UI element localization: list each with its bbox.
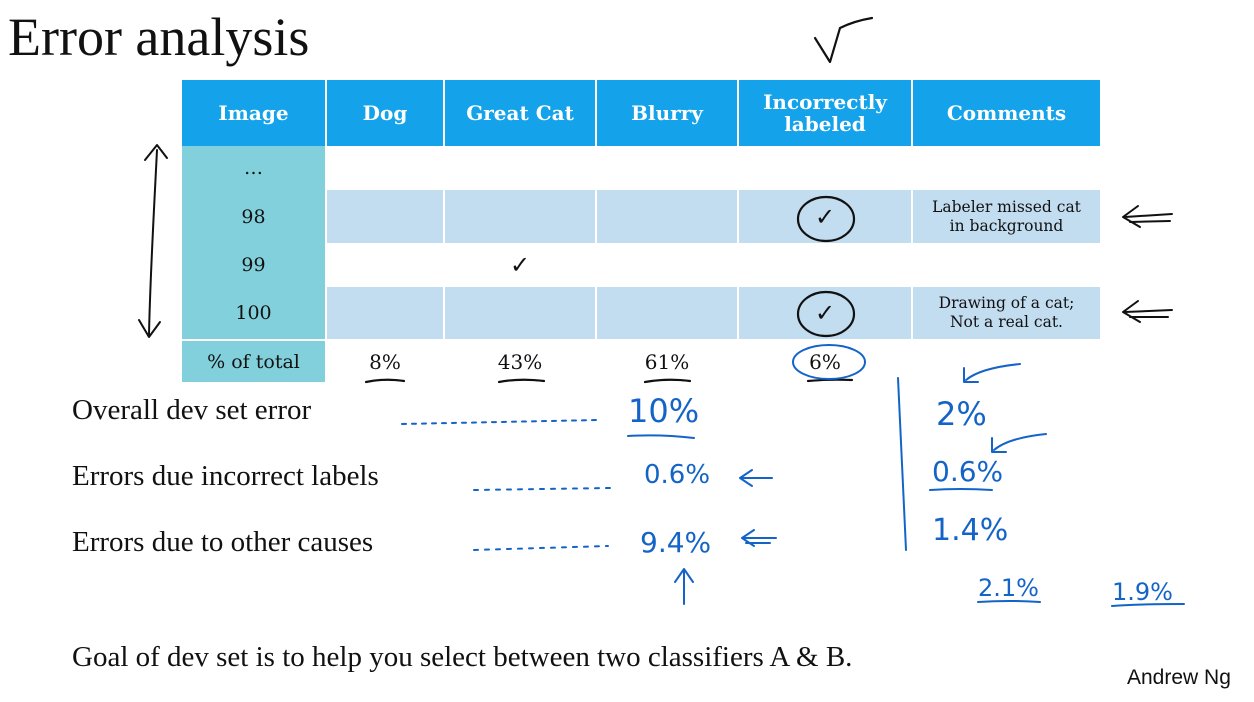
total-incorrect: 6%: [738, 339, 913, 382]
goal-statement: Goal of dev set is to help you select be…: [72, 641, 853, 673]
hw-overall-left: 10%: [628, 392, 700, 430]
hw-other-left: 9.4%: [640, 526, 712, 559]
error-analysis-table: Image Dog Great Cat Blurry Incorrectly l…: [182, 80, 1100, 382]
cell-blurry: [596, 243, 739, 287]
underline-mark: [643, 378, 692, 384]
underline-mark: [627, 434, 695, 439]
comment-line: Not a real cat.: [949, 313, 1063, 331]
table-row: 100 ✓ Drawing of a cat; Not a real cat.: [182, 287, 1100, 340]
overall-error-label: Overall dev set error: [72, 394, 312, 426]
arrow-left-icon: [1122, 300, 1173, 323]
arrow-head-up-icon: [144, 144, 168, 161]
hw-incorrect-right: 0.6%: [932, 455, 1004, 488]
arrow-down-left-icon: [991, 433, 1047, 453]
cell-comment: Drawing of a cat; Not a real cat.: [912, 287, 1100, 340]
total-blurry: 61%: [596, 339, 739, 382]
circle-around-percent-icon: [792, 344, 866, 380]
header-blurry: Blurry: [596, 80, 739, 146]
totals-row: % of total 8% 43% 61% 6%: [182, 339, 1100, 382]
arrow-left-icon: [1122, 205, 1173, 228]
cell-image: …: [182, 146, 327, 190]
header-great-cat: Great Cat: [444, 80, 597, 146]
underline-mark: [929, 488, 993, 491]
cell-image: 98: [182, 190, 327, 243]
check-icon: ✓: [814, 299, 836, 327]
cell-image: 99: [182, 243, 327, 287]
table-row: …: [182, 146, 1100, 190]
checkmark-scribble-icon: [813, 16, 874, 64]
underline-mark: [1111, 603, 1185, 607]
other-causes-label: Errors due to other causes: [72, 526, 374, 558]
hw-overall-right: 2%: [936, 395, 987, 433]
cell-great-cat: [444, 287, 597, 340]
hw-extra-a: 2.1%: [978, 574, 1039, 602]
total-dog: 8%: [326, 339, 445, 382]
cell-great-cat: ✓: [444, 243, 597, 287]
hw-extra-b: 1.9%: [1112, 578, 1173, 606]
vertical-double-arrow-icon: [148, 149, 158, 336]
header-incorrectly-labeled-text: Incorrectly labeled: [763, 90, 887, 136]
arrow-left-icon: [739, 469, 773, 487]
table-row: 99 ✓: [182, 243, 1100, 287]
cell-dog: [326, 190, 445, 243]
header-dog: Dog: [326, 80, 445, 146]
hw-incorrect-left: 0.6%: [644, 460, 711, 490]
underline-mark: [497, 378, 546, 384]
arrow-down-left-icon: [963, 363, 1021, 383]
cell-dog: [326, 287, 445, 340]
slide-title: Error analysis: [8, 7, 310, 67]
author-name: Andrew Ng: [1127, 666, 1231, 689]
incorrect-labels-label: Errors due incorrect labels: [72, 460, 379, 492]
circle-around-check-icon: [796, 195, 856, 243]
vertical-divider-line: [897, 377, 907, 551]
comment-line: Drawing of a cat;: [938, 294, 1075, 312]
cell-great-cat: [444, 190, 597, 243]
comment-line: Labeler missed cat: [932, 197, 1081, 216]
table-row: 98 ✓ Labeler missed cat in background: [182, 190, 1100, 243]
header-incorrectly-labeled: Incorrectly labeled: [738, 80, 913, 146]
total-great-cat: 43%: [444, 339, 597, 382]
dotted-leader: [473, 487, 611, 491]
totals-label: % of total: [182, 339, 327, 382]
arrow-left-icon: [741, 529, 777, 547]
hw-other-right: 1.4%: [932, 513, 1009, 548]
arrow-up-icon: [674, 568, 694, 605]
cell-incorrect: ✓: [738, 190, 913, 243]
cell-comment: Labeler missed cat in background: [912, 190, 1100, 243]
dotted-leader: [401, 419, 599, 425]
cell-dog: [326, 243, 445, 287]
cell-incorrect: ✓: [738, 287, 913, 340]
arrow-head-down-icon: [138, 319, 161, 338]
dotted-leader: [473, 545, 609, 551]
cell-incorrect: [738, 243, 913, 287]
header-comments: Comments: [912, 80, 1100, 146]
comment-line: in background: [949, 216, 1064, 235]
circle-around-check-icon: [796, 290, 856, 338]
cell-blurry: [596, 190, 739, 243]
table-header-row: Image Dog Great Cat Blurry Incorrectly l…: [182, 80, 1100, 146]
cell-image: 100: [182, 287, 327, 340]
cell-blurry: [596, 287, 739, 340]
underline-mark: [977, 600, 1041, 603]
header-image: Image: [182, 80, 327, 146]
underline-mark: [364, 378, 406, 384]
check-icon: ✓: [509, 251, 531, 279]
check-icon: ✓: [814, 202, 836, 231]
